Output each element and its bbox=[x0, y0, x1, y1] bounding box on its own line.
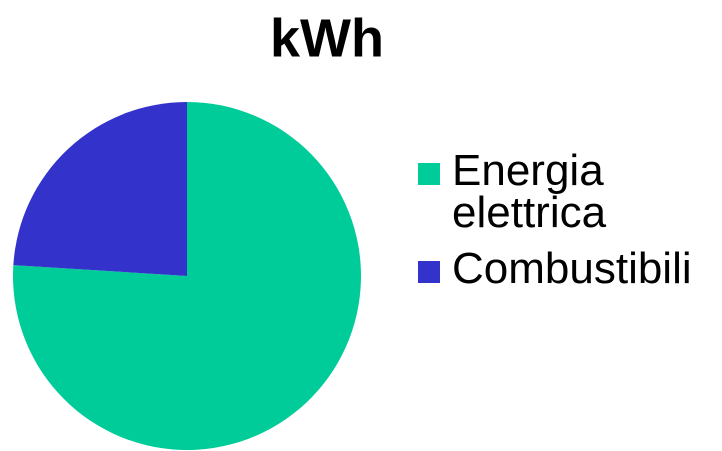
legend-item: Energia elettrica bbox=[418, 146, 722, 237]
legend-swatch bbox=[418, 261, 440, 283]
chart-title: kWh bbox=[270, 8, 384, 68]
legend-label: Energia elettrica bbox=[452, 146, 607, 237]
legend-item: Combustibili bbox=[418, 244, 722, 293]
pie-slice bbox=[13, 102, 187, 276]
pie-slice bbox=[12, 102, 362, 450]
legend-label: Combustibili bbox=[452, 244, 692, 293]
legend-swatch bbox=[418, 163, 440, 185]
